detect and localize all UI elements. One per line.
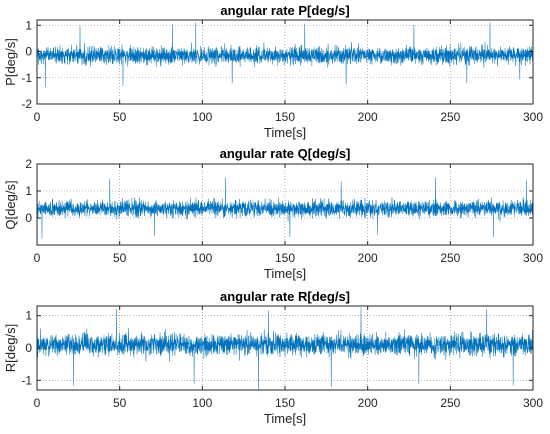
y-tick-label: -2	[21, 97, 32, 111]
y-tick-label: 0	[25, 45, 32, 59]
x-axis-label: Time[s]	[264, 266, 306, 281]
y-tick-label: 0	[25, 341, 32, 355]
y-tick-label: 1	[25, 309, 32, 323]
x-tick-label: 250	[440, 110, 460, 124]
y-axis-label: Q[deg/s]	[3, 180, 18, 229]
y-tick-label: -1	[21, 373, 32, 387]
x-tick-label: 100	[192, 251, 212, 265]
x-tick-label: 200	[358, 251, 378, 265]
x-tick-label: 300	[523, 251, 543, 265]
x-tick-label: 200	[358, 396, 378, 410]
x-tick-label: 150	[275, 396, 295, 410]
x-tick-label: 150	[275, 251, 295, 265]
x-tick-label: 250	[440, 251, 460, 265]
x-tick-labels: 0 50 100 150 200 250 300	[34, 110, 544, 124]
tick-marks	[36, 163, 534, 245]
x-tick-label: 100	[192, 110, 212, 124]
x-tick-label: 0	[34, 251, 41, 265]
subplot-p: angular rate P[deg/s] 0 50 100 150 200 2…	[3, 3, 543, 140]
subplot-r: angular rate R[deg/s] 0 50 100 150 200 2…	[3, 289, 543, 426]
x-tick-label: 50	[113, 396, 127, 410]
y-tick-label: -1	[21, 71, 32, 85]
x-tick-label: 100	[192, 396, 212, 410]
tick-marks	[36, 20, 534, 105]
y-tick-labels: -1 0 1	[21, 309, 32, 388]
x-tick-label: 0	[34, 110, 41, 124]
x-tick-labels: 0 50 100 150 200 250 300	[34, 396, 544, 410]
x-axis-label: Time[s]	[264, 125, 306, 140]
y-tick-label: 0	[25, 211, 32, 225]
x-tick-label: 300	[523, 396, 543, 410]
tick-marks	[36, 306, 534, 390]
y-tick-labels: 0 1 2	[25, 157, 32, 225]
y-tick-label: 1	[25, 18, 32, 32]
data-series	[37, 22, 533, 88]
x-axis-label: Time[s]	[264, 411, 306, 426]
x-tick-label: 250	[440, 396, 460, 410]
x-tick-label: 50	[113, 251, 127, 265]
y-tick-label: 2	[25, 157, 32, 171]
y-tick-label: 1	[25, 184, 32, 198]
x-tick-label: 200	[358, 110, 378, 124]
subplot-q: angular rate Q[deg/s] 0 50 100 150 200 2…	[3, 146, 543, 281]
data-series	[37, 307, 533, 390]
x-tick-labels: 0 50 100 150 200 250 300	[34, 251, 544, 265]
series-line	[37, 307, 533, 390]
chart-title: angular rate R[deg/s]	[220, 289, 350, 304]
x-tick-label: 50	[113, 110, 127, 124]
x-tick-label: 0	[34, 396, 41, 410]
chart-title: angular rate Q[deg/s]	[220, 146, 351, 161]
y-axis-label: R[deg/s]	[3, 324, 18, 372]
series-line	[37, 177, 533, 239]
x-tick-label: 150	[275, 110, 295, 124]
chart-title: angular rate P[deg/s]	[220, 3, 349, 18]
y-tick-labels: -2 -1 0 1	[21, 18, 32, 111]
x-tick-label: 300	[523, 110, 543, 124]
series-line	[37, 22, 533, 88]
y-axis-label: P[deg/s]	[3, 38, 18, 86]
data-series	[37, 177, 533, 239]
